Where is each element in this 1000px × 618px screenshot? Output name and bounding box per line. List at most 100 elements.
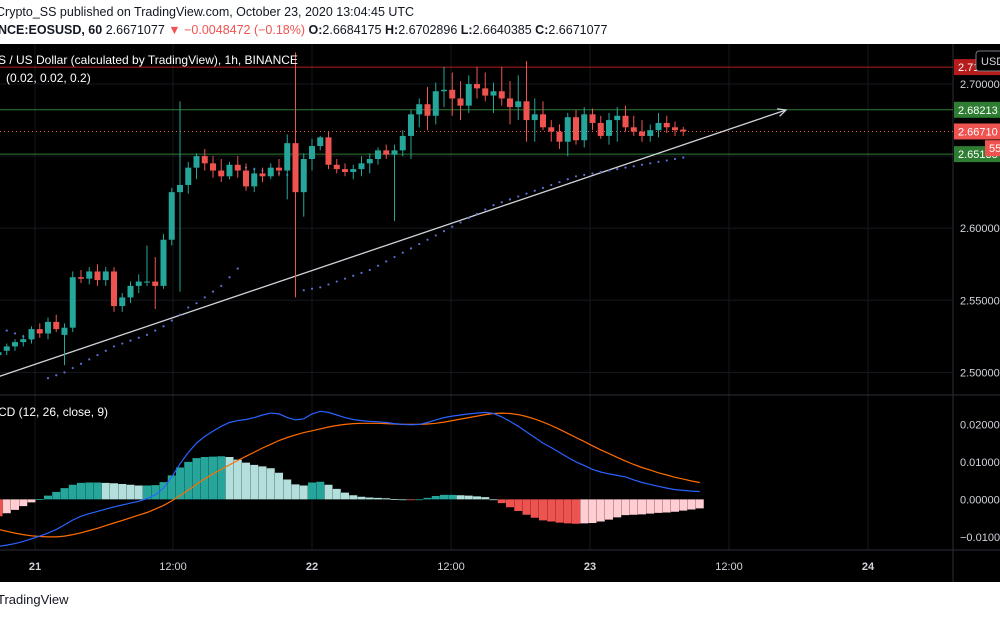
candle-body [441,89,447,92]
macd-hist-bar [613,499,622,518]
macd-hist-bar [233,459,242,500]
time-tick-label: 12:00 [159,561,187,573]
macd-hist-bar [27,499,36,503]
macd-histogram [0,456,704,524]
currency-button[interactable]: USD [975,50,1000,72]
price-tick-label: 2.60000 [960,223,1000,235]
candle-body [234,164,241,171]
candle-body [581,114,588,141]
sar-dot [178,313,182,316]
macd-hist-bar [407,499,415,501]
sar-dot [607,169,611,172]
macd-hist-bar [85,482,94,500]
macd-hist-bar [572,499,580,524]
publisher-line: Crypto_SS published on TradingView.com, … [0,5,414,19]
trendline-arrowhead [776,108,788,117]
candle-body [102,271,109,281]
sar-dot [211,290,215,293]
candle-body [416,104,423,115]
last-price: 2.6671077 [105,23,165,37]
candle-body [177,184,183,193]
sar-dot [541,186,545,189]
close-label: C: [535,23,549,37]
sar-dot [104,349,107,352]
candle-body [490,91,497,96]
candle-body [672,127,678,131]
candle-body [375,150,381,160]
macd-hist-bar [687,499,696,510]
sar-dot [673,157,677,161]
chart-canvas[interactable]: 2.700002.652.600002.550002.500002.711762… [0,44,1000,582]
candle-body [193,156,200,168]
candle-body [465,84,472,106]
macd-tick-label: −0.01000 [960,532,1000,544]
sar-dot [599,170,602,174]
candle-body [663,122,670,128]
sar-dot [624,166,627,169]
macd-hist-bar [44,495,52,500]
sar-dot [71,366,74,370]
tradingview-brand: TradingView [0,592,69,607]
footer: TradingView [0,582,1000,618]
candle-body [482,88,489,96]
sar-dot [187,306,190,309]
candle-body [498,91,505,99]
sar-dot [484,208,487,211]
candle-body [589,114,596,123]
sar-dot [525,192,528,195]
sar-dot [500,201,503,204]
parabolic-sar-dots [5,156,685,380]
macd-hist-bar [390,499,399,500]
candle-body [564,117,571,142]
macd-hist-bar [159,482,168,500]
macd-hist-bar [481,497,490,500]
candle-body [135,281,142,286]
candle-body [210,163,216,171]
candle-body [94,271,101,281]
macd-hist-bar [324,484,333,500]
open-label: O: [308,23,323,37]
macd-tick-label: 0.01000 [960,457,1000,469]
candle-body [540,114,546,128]
candle-body [655,122,662,131]
sar-dot [434,234,437,237]
price-tick-label: 2.50000 [960,367,1000,379]
macd-hist-bar [126,484,135,500]
macd-hist-bar [192,458,201,500]
candle-body [20,339,27,343]
open-value: 2.6684175 [322,23,382,37]
macd-hist-bar [93,482,102,500]
macd-tick-label: 0.02000 [960,419,1000,431]
macd-hist-bar [464,495,473,500]
sar-dot [393,255,396,259]
macd-hist-bar [679,499,688,511]
macd-hist-bar [646,499,655,514]
time-tick-label: 24 [862,561,875,573]
sar-dot [418,242,421,246]
price-tick-label: 2.70000 [960,79,1000,91]
macd-hist-bar [654,499,663,513]
macd-line [0,410,700,547]
macd-hist-bar [621,499,630,516]
candle-body [185,167,192,185]
candle-body [399,135,406,151]
macd-hist-bar [440,494,448,500]
main-legend: S / US Dollar (calculated by TradingView… [0,53,298,67]
sar-dot [195,302,198,305]
price-tag-label: 2.66710 [958,126,998,138]
macd-hist-bar [431,496,440,500]
candle-body [622,115,629,128]
macd-hist-bar [588,499,597,523]
trendline[interactable] [0,108,788,377]
candle-body [457,98,464,106]
candle-body [523,101,530,121]
chart-area[interactable]: 2.700002.652.600002.550002.500002.711762… [0,44,1000,582]
candle-body [597,122,604,136]
macd-hist-bar [19,499,28,507]
candle-body [218,170,225,177]
sar-dot [170,319,173,322]
macd-hist-bar [266,468,275,500]
macd-hist-bar [143,485,151,500]
candle-body [507,98,513,108]
candle-body [78,277,84,279]
